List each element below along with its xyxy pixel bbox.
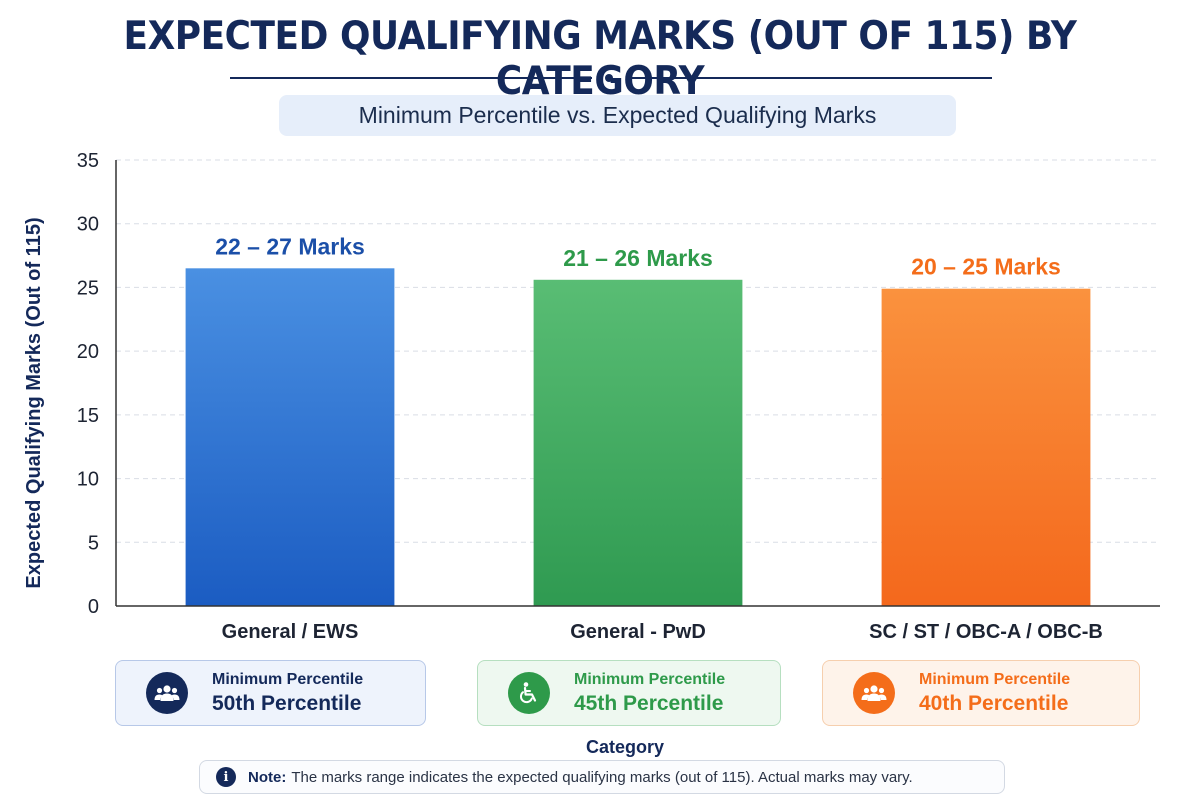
- bars: [185, 268, 1091, 606]
- legend-card-general-ews: Minimum Percentile 50th Percentile: [115, 660, 426, 726]
- footnote: i Note: The marks range indicates the ex…: [199, 760, 1005, 794]
- title-divider-left: [230, 77, 592, 79]
- y-tick-label: 10: [77, 469, 99, 491]
- axes: [115, 160, 1160, 607]
- chart-subtitle: Minimum Percentile vs. Expected Qualifyi…: [279, 95, 956, 136]
- labels: 0 5 10 15 20 25 30 35 22 – 27 Marks General / EWS…: [23, 150, 1103, 643]
- legend-label: Minimum Percentile: [919, 671, 1071, 689]
- bar: [881, 288, 1091, 606]
- bar: [185, 268, 395, 606]
- legend-value: 50th Percentile: [212, 691, 362, 715]
- subtitle-text: Minimum Percentile vs. Expected Qualifyi…: [358, 102, 877, 128]
- bar: [533, 279, 743, 606]
- wheelchair-icon: [508, 672, 550, 714]
- legend-card-general-pwd: Minimum Percentile 45th Percentile: [477, 660, 781, 726]
- x-tick-label: SC / ST / OBC-A / OBC-B: [869, 621, 1103, 643]
- legend-label: Minimum Percentile: [212, 671, 364, 689]
- x-tick-label: General - PwD: [570, 621, 706, 643]
- y-tick-label: 0: [88, 596, 99, 618]
- info-icon: i: [216, 767, 236, 787]
- legend-value: 45th Percentile: [574, 691, 724, 715]
- note-prefix: Note:: [248, 768, 287, 786]
- chart-title: EXPECTED QUALIFYING MARKS (OUT OF 115) B…: [123, 14, 1077, 104]
- y-tick-label: 20: [77, 341, 99, 363]
- legend-card-sc-st-obc: Minimum Percentile 40th Percentile: [822, 660, 1140, 726]
- y-tick-label: 35: [77, 150, 99, 172]
- title-divider-dot: [605, 74, 613, 82]
- y-tick-label: 15: [77, 405, 99, 427]
- data-label: 22 – 27 Marks: [215, 233, 365, 259]
- y-tick-label: 30: [77, 214, 99, 236]
- x-tick-label: General / EWS: [222, 621, 359, 643]
- legend-label: Minimum Percentile: [574, 671, 726, 689]
- y-tick-label: 5: [88, 532, 99, 554]
- title-divider-right: [626, 77, 992, 79]
- people-group-icon: [146, 672, 188, 714]
- x-axis-title: Category: [585, 737, 665, 757]
- people-group-icon: [853, 672, 895, 714]
- data-label: 20 – 25 Marks: [911, 254, 1061, 280]
- legend-value: 40th Percentile: [919, 691, 1069, 715]
- y-tick-label: 25: [77, 277, 99, 299]
- note-text: The marks range indicates the expected q…: [291, 768, 913, 786]
- bar-chart: 0 5 10 15 20 25 30 35 22 – 27 Marks General / EWS…: [23, 150, 1160, 643]
- data-label: 21 – 26 Marks: [563, 245, 713, 271]
- y-axis-title: Expected Qualifying Marks (Out of 115): [23, 217, 45, 588]
